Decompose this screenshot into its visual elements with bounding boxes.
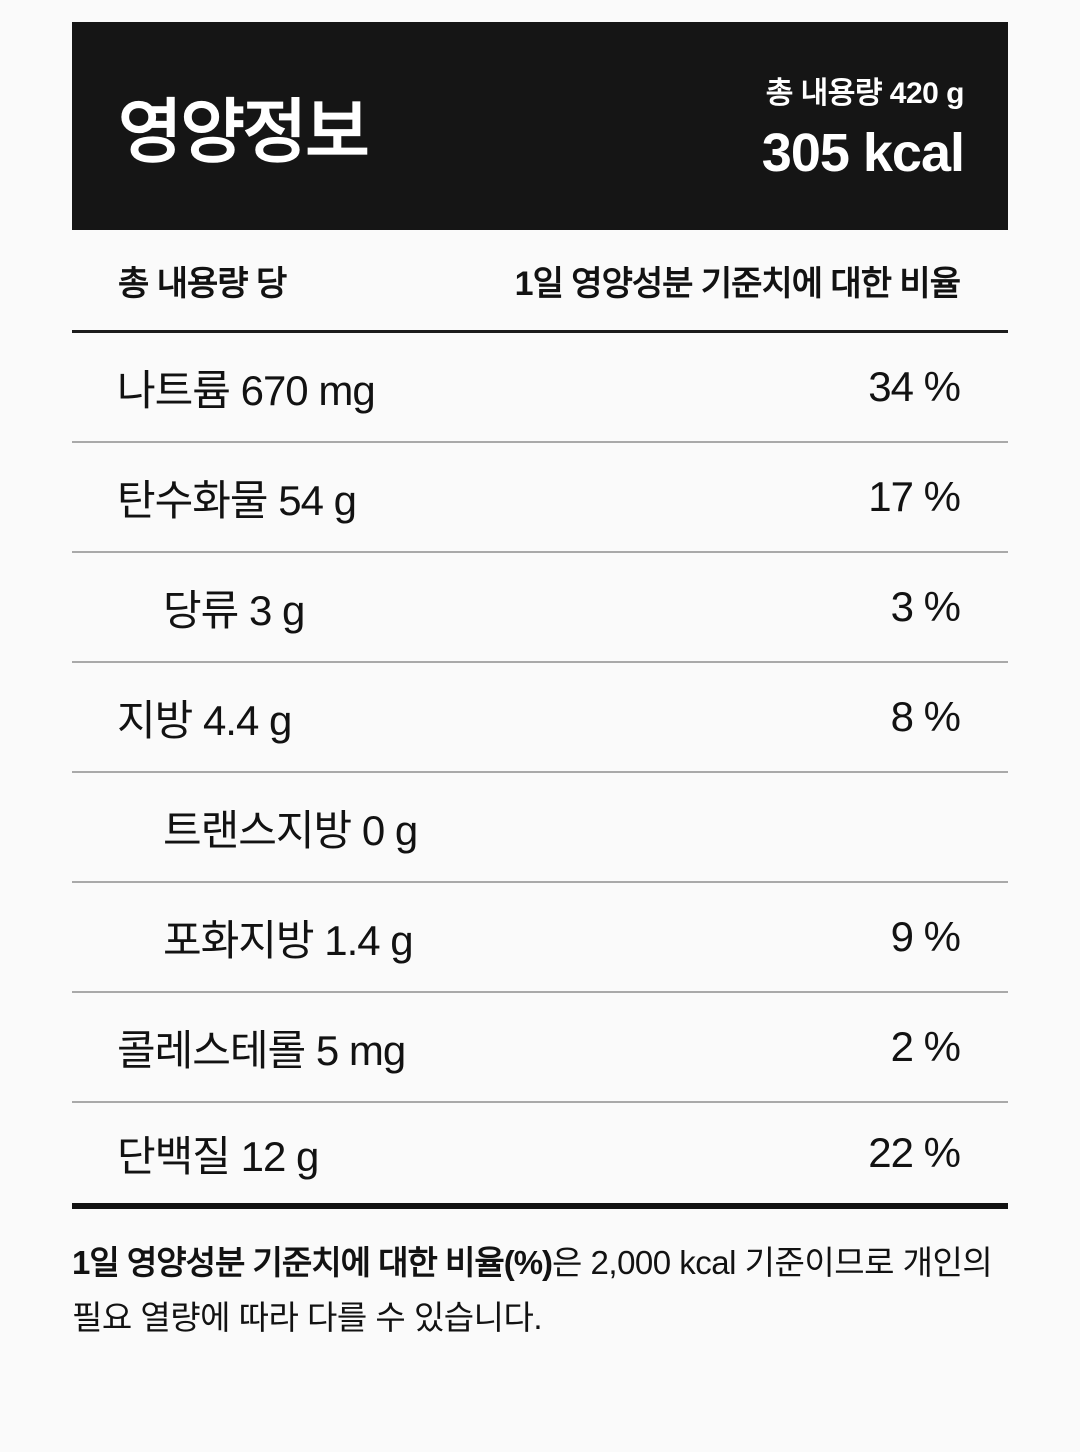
table-row: 트랜스지방 0 g xyxy=(72,773,1008,883)
nutrient-label: 콜레스테롤 5 mg xyxy=(117,1017,406,1078)
nutrient-amount: 0 g xyxy=(361,806,418,854)
nutrient-amount: 1.4 g xyxy=(324,916,413,964)
nutrient-name: 당류 xyxy=(163,586,239,634)
footnote-bold-lead: 1일 영양성분 기준치에 대한 비율(%) xyxy=(72,1244,553,1281)
label-title: 영양정보 xyxy=(118,92,370,171)
nutrient-name: 포화지방 xyxy=(163,916,315,964)
nutrient-name: 탄수화물 xyxy=(117,476,269,524)
nutrient-dv: 22 % xyxy=(868,1129,961,1176)
table-column-header: 총 내용량 당 1일 영양성분 기준치에 대한 비율 xyxy=(72,230,1008,333)
footnote-rest: 은 2,000 kcal 기준이므로 개인의 필요 열량에 따라 다를 수 있습… xyxy=(72,1244,993,1337)
nutrient-amount: 670 mg xyxy=(240,366,376,414)
nutrient-label: 트랜스지방 0 g xyxy=(163,797,418,858)
nutrient-label: 단백질 12 g xyxy=(117,1123,320,1184)
nutrient-amount: 3 g xyxy=(248,586,305,634)
table-row: 지방 4.4 g 8 % xyxy=(72,663,1008,773)
table-row: 탄수화물 54 g 17 % xyxy=(72,443,1008,553)
column-header-daily-value: 1일 영양성분 기준치에 대한 비율 xyxy=(514,264,961,303)
nutrition-label: 영양정보 총 내용량 420 g 305 kcal 총 내용량 당 1일 영양성… xyxy=(72,22,1008,1346)
nutrient-dv: 8 % xyxy=(890,693,961,740)
nutrient-name: 나트륨 xyxy=(117,366,231,414)
table-row: 포화지방 1.4 g 9 % xyxy=(72,883,1008,993)
nutrient-amount: 12 g xyxy=(240,1132,320,1180)
nutrient-name: 콜레스테롤 xyxy=(117,1026,306,1074)
nutrient-dv: 2 % xyxy=(890,1023,961,1070)
calories-value: 305 kcal xyxy=(761,123,965,183)
nutrient-name: 트랜스지방 xyxy=(163,806,352,854)
header-summary: 총 내용량 420 g 305 kcal xyxy=(761,68,965,184)
table-row: 단백질 12 g 22 % xyxy=(72,1103,1008,1209)
nutrient-name: 지방 xyxy=(117,696,193,744)
table-row: 콜레스테롤 5 mg 2 % xyxy=(72,993,1008,1103)
nutrient-label: 당류 3 g xyxy=(163,577,305,638)
nutrient-name: 단백질 xyxy=(117,1132,231,1180)
nutrient-amount: 4.4 g xyxy=(202,696,292,744)
nutrient-label: 지방 4.4 g xyxy=(117,687,292,748)
table-row: 당류 3 g 3 % xyxy=(72,553,1008,663)
nutrient-label: 탄수화물 54 g xyxy=(117,467,357,528)
daily-value-footnote: 1일 영양성분 기준치에 대한 비율(%)은 2,000 kcal 기준이므로 … xyxy=(72,1235,1008,1346)
nutrient-dv: 9 % xyxy=(890,913,961,960)
nutrient-amount: 5 mg xyxy=(315,1026,406,1074)
total-amount: 총 내용량 420 g xyxy=(765,77,965,110)
column-header-serving: 총 내용량 당 xyxy=(118,264,287,303)
nutrient-label: 포화지방 1.4 g xyxy=(163,907,414,968)
nutrient-label: 나트륨 670 mg xyxy=(117,357,376,418)
table-row: 나트륨 670 mg 34 % xyxy=(72,333,1008,443)
nutrient-dv: 3 % xyxy=(890,583,961,630)
label-header: 영양정보 총 내용량 420 g 305 kcal xyxy=(72,22,1008,230)
nutrient-dv: 34 % xyxy=(868,363,961,410)
nutrient-amount: 54 g xyxy=(278,476,357,524)
nutrient-dv: 17 % xyxy=(868,473,961,520)
